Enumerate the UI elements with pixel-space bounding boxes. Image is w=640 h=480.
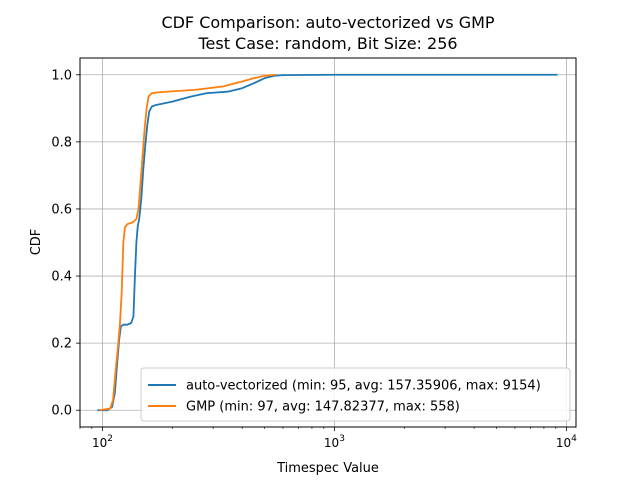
y-tick-label: 0.0 (51, 404, 72, 419)
plot-frame (79, 57, 577, 428)
y-tick-label: 0.6 (51, 202, 72, 217)
series-line-auto-vectorized (97, 73, 558, 412)
y-tick-label: 0.4 (51, 270, 72, 285)
legend-label-auto-vectorized: auto-vectorized (min: 95, avg: 157.35906… (186, 379, 541, 394)
legend-box (140, 367, 571, 422)
y-axis-ticks: 0.0 0.2 0.4 0.6 0.8 1.0 (51, 68, 80, 419)
y-tick-label: 0.8 (51, 135, 72, 150)
series-lines (97, 73, 558, 412)
x-axis-label: Timespec Value (276, 461, 379, 476)
y-tick-label: 1.0 (51, 68, 72, 83)
x-tick-label: 102 (92, 434, 113, 450)
chart-subtitle: Test Case: random, Bit Size: 256 (197, 34, 457, 53)
series-line-gmp (99, 73, 276, 412)
legend: auto-vectorized (min: 95, avg: 157.35906… (140, 367, 571, 422)
chart-title: CDF Comparison: auto-vectorized vs GMP (161, 13, 494, 32)
y-tick-label: 0.2 (51, 337, 72, 352)
x-tick-label: 104 (556, 434, 577, 450)
x-axis-ticks: 102 103 104 (79, 427, 577, 450)
y-axis-label: CDF (29, 229, 44, 256)
x-tick-label: 103 (324, 434, 345, 450)
legend-label-gmp: GMP (min: 97, avg: 147.82377, max: 558) (186, 400, 460, 415)
